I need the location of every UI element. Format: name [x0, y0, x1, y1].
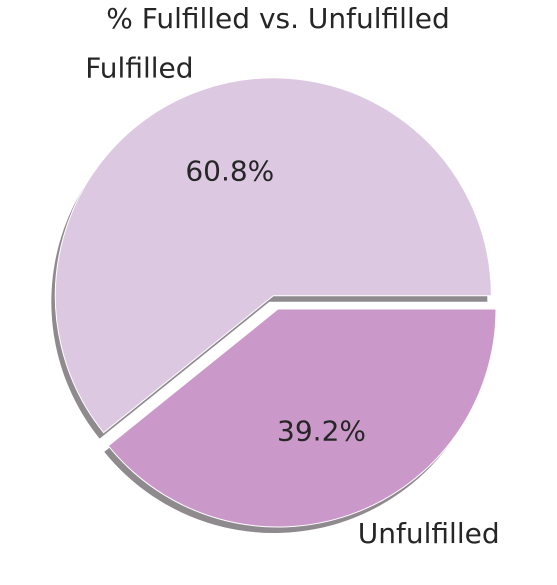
- pie-label-layer: Fulfilled 60.8% Unfulfilled 39.2%: [85, 52, 499, 550]
- pie-percent-label-fulfilled: 60.8%: [185, 154, 274, 187]
- pie-category-label-unfulfilled: Unfulfilled: [358, 517, 500, 550]
- pie-percent-label-unfulfilled: 39.2%: [277, 414, 366, 447]
- chart-title: % Fulfilled vs. Unfulfilled: [106, 2, 449, 35]
- pie-slice-unfulfilled: [107, 308, 497, 528]
- pie-category-label-fulfilled: Fulfilled: [85, 52, 193, 85]
- pie-slice-layer: [54, 77, 497, 528]
- pie-slice-fulfilled: [54, 77, 492, 434]
